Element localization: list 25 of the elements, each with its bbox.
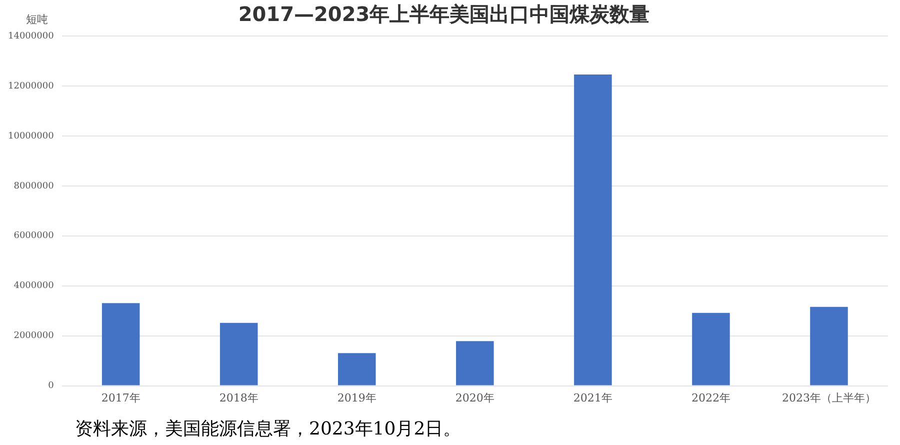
bar	[338, 353, 376, 386]
bar	[574, 74, 612, 386]
x-tick-label: 2019年	[337, 391, 376, 404]
bar	[810, 306, 848, 386]
x-tick-label: 2021年	[573, 391, 612, 404]
x-tick-label: 2023年（上半年）	[782, 391, 876, 404]
bar	[456, 341, 494, 386]
y-tick-label: 12000000	[8, 81, 54, 92]
y-tick-label: 10000000	[8, 131, 54, 142]
chart-title: 2017—2023年上半年美国出口中国煤炭数量	[238, 2, 650, 26]
y-axis-title: 短吨	[26, 12, 48, 26]
y-tick-label: 4000000	[14, 281, 54, 292]
x-tick-label: 2020年	[455, 391, 494, 404]
bar	[102, 303, 140, 386]
y-tick-label: 0	[48, 381, 54, 392]
y-tick-label: 2000000	[14, 331, 54, 342]
y-tick-label: 14000000	[8, 31, 54, 42]
x-tick-label: 2018年	[219, 391, 258, 404]
x-tick-label: 2017年	[101, 391, 140, 404]
bar	[692, 312, 730, 386]
text: 资料来源，美国能源信息署，2023年10月2日。	[75, 418, 462, 440]
y-tick-label: 6000000	[14, 231, 54, 242]
bar	[220, 322, 258, 386]
y-tick-label: 8000000	[14, 181, 54, 192]
x-tick-label: 2022年	[691, 391, 730, 404]
